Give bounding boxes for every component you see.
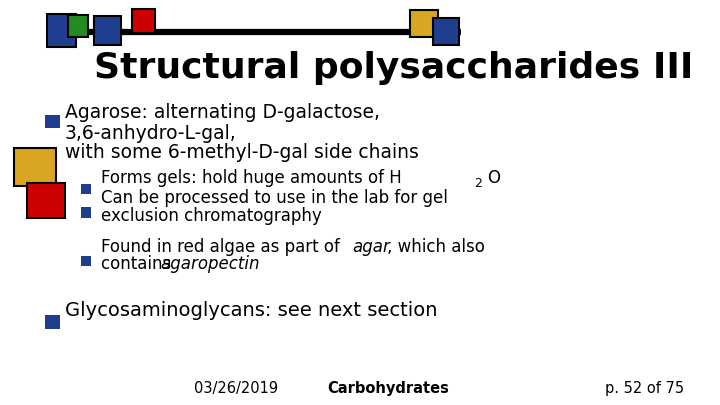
Text: Agarose: alternating D-galactose,: Agarose: alternating D-galactose, [65,103,380,122]
Text: agaropectin: agaropectin [160,256,259,273]
Text: Glycosaminoglycans: see next section: Glycosaminoglycans: see next section [65,301,437,320]
Bar [94,16,121,45]
Bar [45,115,60,128]
Bar [433,18,459,45]
Text: contains: contains [101,256,176,273]
Text: with some 6-methyl-D-gal side chains: with some 6-methyl-D-gal side chains [65,143,418,162]
Text: 03/26/2019: 03/26/2019 [194,381,279,396]
Bar [45,315,60,329]
Text: Carbohydrates: Carbohydrates [328,381,449,396]
Text: 2: 2 [474,177,482,190]
Bar [47,14,76,47]
Text: Forms gels: hold huge amounts of H: Forms gels: hold huge amounts of H [101,169,402,187]
Text: Found in red algae as part of: Found in red algae as part of [101,238,345,256]
Bar [81,184,91,194]
Bar [27,183,65,218]
Text: Structural polysaccharides III: Structural polysaccharides III [94,51,693,85]
Bar [81,207,91,218]
Bar [410,10,438,37]
Text: O: O [487,169,500,187]
Bar [14,148,56,186]
Text: exclusion chromatography: exclusion chromatography [101,207,322,225]
Text: p. 52 of 75: p. 52 of 75 [605,381,684,396]
Text: 3,6-anhydro-L-gal,: 3,6-anhydro-L-gal, [65,124,237,143]
Bar [132,9,155,33]
Text: agar: agar [353,238,391,256]
Text: Can be processed to use in the lab for gel: Can be processed to use in the lab for g… [101,190,448,207]
Bar [68,15,88,37]
Bar [81,256,91,266]
Text: , which also: , which also [387,238,485,256]
